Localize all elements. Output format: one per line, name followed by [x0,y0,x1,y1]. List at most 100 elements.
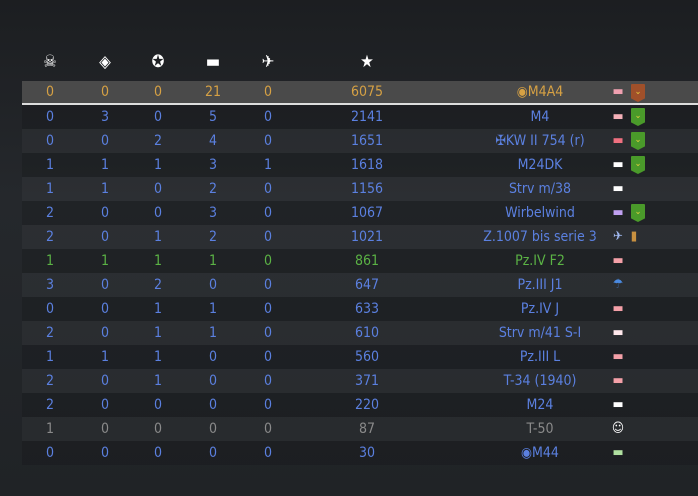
cell: 0 [153,84,162,100]
cell: 0 [100,421,109,437]
cell: 0 [263,181,272,197]
cell: 0 [100,301,109,317]
cell: 0 [208,349,217,365]
rank-badge-icon: ⌄ [631,204,645,222]
cell: 0 [263,325,272,341]
cell: 0 [100,445,109,461]
cell: 5 [208,109,217,125]
table-row[interactable]: 2 0 0 3 0 1067 Wirbelwind ▬ ⌄ [22,201,698,225]
cell: 0 [100,205,109,221]
cell: 633 [354,301,380,317]
cell: 0 [45,109,54,125]
table-row[interactable]: 1 1 1 1 0 861 Pz.IV F2 ▬ [22,249,698,273]
vehicle-name: Pz.III L [519,349,561,365]
capture-zone-icon[interactable]: ◈ [99,52,111,72]
cell: 0 [45,84,54,100]
cell: 0 [153,205,162,221]
table-row[interactable]: 0 0 2 4 0 1651 ✠KW II 754 (r) ▬ ⌄ [22,129,698,153]
table-row[interactable]: 1 0 0 0 0 87 T-50 ☺ [22,417,698,441]
table-row[interactable]: 0 0 0 0 0 30 ◉M44 ▬ [22,441,698,465]
table-row[interactable]: 0 3 0 5 0 2141 M4 ▬ ⌄ [22,105,698,129]
cell: 0 [263,349,272,365]
table-row[interactable]: 2 0 1 0 0 371 T-34 (1940) ▬ [22,369,698,393]
cell: 1 [45,157,54,173]
crew-icon: ☺ [611,421,625,436]
table-row[interactable]: 2 0 1 1 0 610 Strv m/41 S-I ▬ [22,321,698,345]
vehicle-name: Strv m/41 S-I [498,325,582,341]
table-row[interactable]: 0 0 0 21 0 6075 ◉M4A4 ▬ ⌄ [22,81,698,105]
cell: 1 [208,301,217,317]
table-row[interactable]: 1 1 1 0 0 560 Pz.III L ▬ [22,345,698,369]
plane-icon[interactable]: ✈ [261,52,275,72]
cell: 0 [263,205,272,221]
cell: 2 [45,229,54,245]
rank-badge-icon: ⌄ [631,156,645,174]
skull-crossbones-icon[interactable]: ☠ [43,52,57,72]
table-row[interactable]: 2 0 1 2 0 1021 Z.1007 bis serie 3 ✈ ▮ [22,225,698,249]
cell: 1 [153,253,162,269]
vehicle-name: M24DK [517,157,563,173]
table-row[interactable]: 1 1 1 3 1 1618 M24DK ▬ ⌄ [22,153,698,177]
table-row[interactable]: 1 1 0 2 0 1156 Strv m/38 ▬ [22,177,698,201]
cell: 0 [263,445,272,461]
cell: 1 [45,181,54,197]
cell: 1067 [350,205,384,221]
cell: 371 [354,373,380,389]
cell: 1 [45,253,54,269]
vehicle-name: Wirbelwind [505,205,575,221]
cell: 4 [208,133,217,149]
cell: 0 [208,397,217,413]
cell: 0 [263,109,272,125]
cell: 1 [153,301,162,317]
cell: 0 [263,229,272,245]
cell: 0 [100,397,109,413]
cell: 0 [45,133,54,149]
vehicle-name: T-50 [526,421,554,437]
cell: 0 [263,373,272,389]
tank-icon[interactable]: ▬ [205,52,221,72]
bomber-icon: ✈ [613,229,623,244]
table-row[interactable]: 2 0 0 0 0 220 M24 ▬ [22,393,698,417]
cell: 0 [153,445,162,461]
cell: 87 [358,421,376,437]
cell: 0 [208,277,217,293]
cell: 647 [354,277,380,293]
spg-icon: ▬ [612,445,624,460]
table-row[interactable]: 3 0 2 0 0 647 Pz.III J1 ☂ [22,273,698,297]
cell: 1 [100,349,109,365]
cell: 0 [208,373,217,389]
cell: 0 [263,253,272,269]
tank-icon: ▬ [612,253,624,268]
cell: 1 [208,253,217,269]
cell: 3 [208,205,217,221]
cell: 1 [153,373,162,389]
cell: 610 [354,325,380,341]
cell: 0 [100,84,109,100]
tank-icon: ▬ [612,109,624,124]
vehicle-name: Z.1007 bis serie 3 [483,229,597,245]
cell: 0 [263,397,272,413]
parachute-icon: ☂ [612,277,624,292]
scoreboard-table: 0 0 0 21 0 6075 ◉M4A4 ▬ ⌄ 0 3 0 5 0 2141 M4 ▬ ⌄ 0 0 2 4 0 1651 ✠… [22,81,698,465]
cell: 1156 [350,181,384,197]
cell: 3 [45,277,54,293]
star-icon[interactable]: ★ [360,52,374,72]
cell: 1 [153,229,162,245]
table-row[interactable]: 0 0 1 1 0 633 Pz.IV J ▬ [22,297,698,321]
vehicle-name: Pz.IV F2 [515,253,565,269]
tank-icon: ▬ [612,301,624,316]
cell: 0 [263,301,272,317]
tank-icon: ▬ [612,397,624,412]
cell: 560 [354,349,380,365]
cell: 2 [45,373,54,389]
vehicle-name: M4 [530,109,550,125]
column-headers: ☠ ◈ ✪ ▬ ✈ ★ [0,52,698,76]
cell: 1 [208,325,217,341]
cell: 1 [153,349,162,365]
cell: 1 [263,157,272,173]
cell: 0 [100,133,109,149]
cell: 1 [153,325,162,341]
award-wreath-icon[interactable]: ✪ [151,52,165,72]
cell: 1021 [350,229,384,245]
cell: 0 [263,277,272,293]
